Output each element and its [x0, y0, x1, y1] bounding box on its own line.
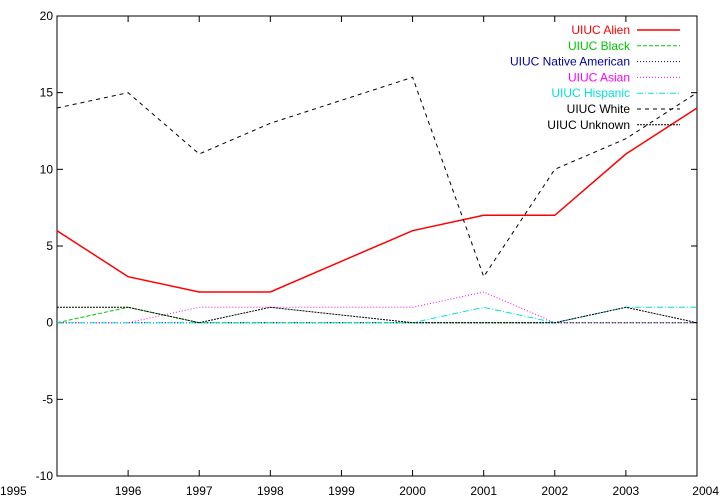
series-line-uiuc-black [56, 306, 697, 324]
y-tick-label: 15 [40, 86, 54, 100]
x-tick-label: 1996 [115, 484, 142, 498]
legend-entry-label: UIUC Native American [510, 55, 630, 69]
x-tick-label: 1995 [0, 484, 27, 498]
y-tick-label: 20 [40, 9, 54, 23]
x-tick-label: 2003 [613, 484, 640, 498]
y-tick-label: -10 [36, 469, 54, 483]
series-lines [56, 76, 698, 324]
x-tick-label: 2004 [692, 484, 719, 498]
x-tick-label: 2000 [399, 484, 426, 498]
series-line-uiuc-hispanic [57, 306, 697, 324]
y-tick-label: 10 [40, 162, 54, 176]
x-tick-label: 2002 [541, 484, 568, 498]
y-tick-label: -5 [42, 392, 53, 406]
series-line-uiuc-asian [57, 291, 697, 324]
legend-entry-label: UIUC Black [568, 39, 631, 53]
x-tick-label: 2001 [470, 484, 497, 498]
y-tick-label: 0 [46, 316, 53, 330]
series-line-uiuc-alien [56, 107, 698, 293]
x-tick-label: 1999 [328, 484, 355, 498]
legend-entry-label: UIUC Unknown [547, 118, 630, 132]
legend-entry-label: UIUC Alien [571, 23, 630, 37]
x-tick-label: 1998 [257, 484, 284, 498]
series-line-uiuc-unknown [57, 306, 698, 324]
axis-ticks: -10 -5 0 5 10 15 20 1995 1996 1997 1998 1999 2000 200… [0, 9, 719, 498]
y-tick-label: 5 [46, 239, 53, 253]
legend-entry-label: UIUC White [567, 102, 631, 116]
legend-entry-label: UIUC Asian [568, 70, 630, 84]
legend-entry-label: UIUC Hispanic [551, 86, 630, 100]
legend: UIUC Alien UIUC Black UIUC Native American… [510, 23, 680, 132]
x-tick-label: 1997 [186, 484, 213, 498]
